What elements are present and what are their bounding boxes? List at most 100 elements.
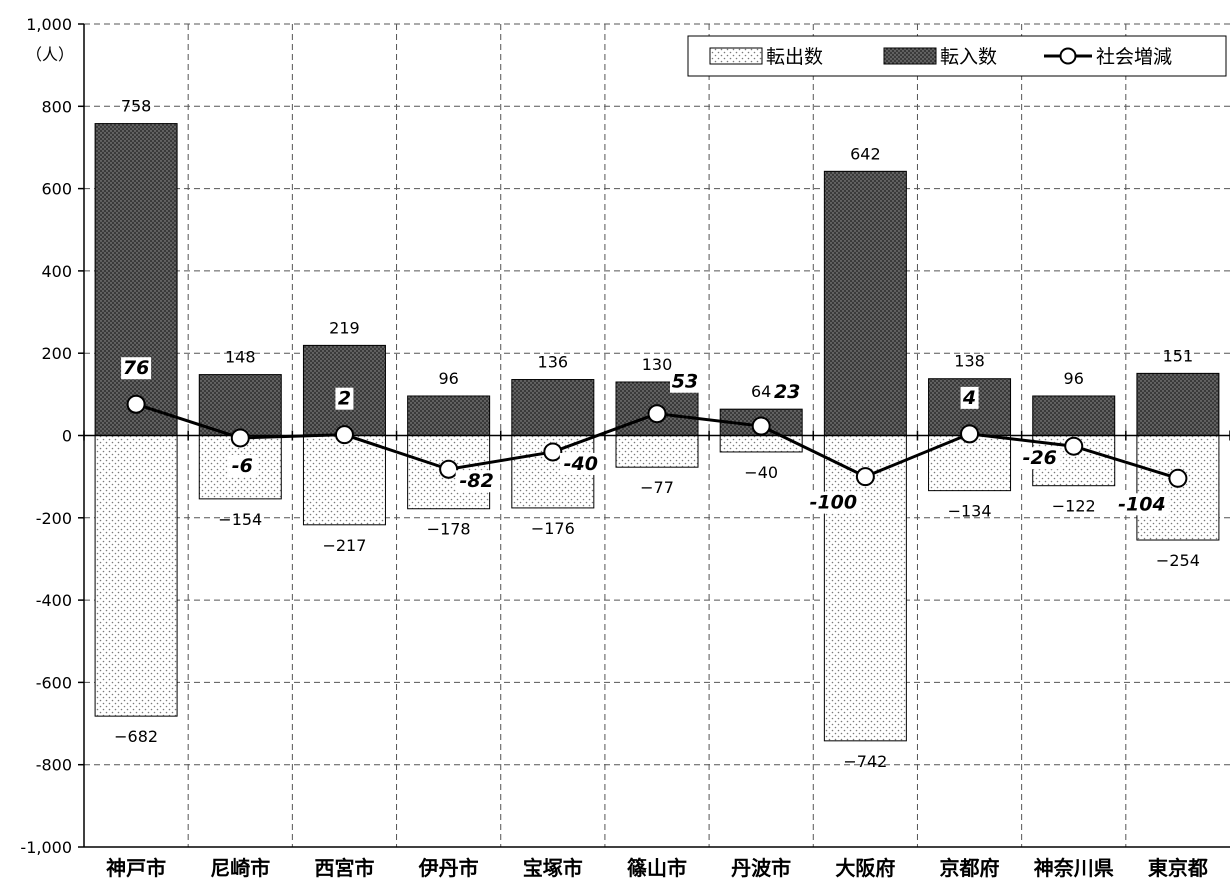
- bar-layer: [94, 123, 1220, 742]
- net-change-marker: [439, 459, 459, 479]
- net-label-bg: [1018, 447, 1061, 470]
- y-tick-label: 600: [41, 180, 72, 199]
- net-change-label: 4: [962, 387, 976, 409]
- outflow-value-label: −178: [427, 520, 471, 539]
- x-category-label: 篠山市: [627, 856, 687, 880]
- net-change-label: -40: [564, 453, 598, 475]
- y-unit-label: （人）: [26, 45, 74, 64]
- x-category-label: 尼崎市: [210, 856, 270, 880]
- bar-inflow: [407, 395, 491, 437]
- net-change-marker: [126, 394, 146, 414]
- x-category-label: 宝塚市: [523, 856, 583, 880]
- y-tick-label: -1,000: [20, 838, 72, 857]
- x-category-label: 大阪府: [835, 856, 895, 880]
- net-label-bg: [227, 454, 258, 477]
- y-tick-label: -600: [36, 673, 72, 692]
- legend-label-out: 転出数: [766, 46, 823, 68]
- x-category-label: 神戸市: [106, 856, 166, 880]
- legend-label-in: 転入数: [940, 46, 997, 68]
- net-change-marker: [960, 424, 980, 444]
- y-tick-label: 200: [41, 344, 72, 363]
- net-change-marker: [1168, 468, 1188, 488]
- bar-outflow: [823, 435, 907, 742]
- net-label-bg: [559, 452, 602, 475]
- net-label-bg: [772, 381, 803, 404]
- inflow-value-label: 219: [329, 318, 360, 337]
- net-label-bg: [335, 387, 354, 410]
- outflow-value-label: −40: [744, 463, 778, 482]
- bar-outflow: [302, 435, 386, 526]
- legend-marker: [1059, 47, 1077, 65]
- legend: 転出数 転入数 社会増減: [687, 35, 1227, 77]
- bar-outflow: [615, 435, 699, 468]
- bar-outflow: [94, 435, 178, 717]
- y-tick-label: -800: [36, 756, 72, 775]
- x-category-label: 京都府: [940, 856, 1000, 880]
- outflow-value-label: −682: [114, 727, 158, 746]
- outflow-value-label: −176: [531, 519, 575, 538]
- x-category-label: 神奈川県: [1034, 856, 1114, 880]
- x-category-label: 東京都: [1148, 856, 1208, 880]
- outflow-value-label: −254: [1156, 551, 1200, 570]
- legend-label-net: 社会増減: [1096, 46, 1172, 68]
- inflow-value-label: 96: [438, 369, 458, 388]
- net-label-bg: [960, 386, 979, 409]
- bar-inflow: [198, 374, 282, 436]
- outflow-value-label: −77: [640, 478, 674, 497]
- net-change-marker: [334, 425, 354, 445]
- axis-layer: -1,000 -800 -600 -400 -200 0 200 400 600 800 1,000…: [20, 15, 1230, 880]
- legend-box: [687, 35, 1227, 77]
- outflow-value-label: −742: [843, 752, 887, 771]
- outflow-value-label: −122: [1052, 497, 1096, 516]
- y-tick-label: 0: [62, 427, 72, 446]
- net-change-label: -82: [459, 470, 493, 492]
- net-change-marker: [230, 428, 250, 448]
- net-change-marker: [1064, 436, 1084, 456]
- inflow-value-label: 151: [1163, 346, 1194, 365]
- label-layer: 758 148 219 96 136 130 64 642 138 96 151 −682 −154 −2…: [114, 97, 1200, 771]
- net-change-marker: [855, 467, 875, 487]
- inflow-value-label: 642: [850, 144, 881, 163]
- net-change-label: -6: [232, 455, 253, 477]
- net-change-marker: [543, 442, 563, 462]
- y-tick-label: 400: [41, 262, 72, 281]
- y-tick-label: 1,000: [26, 15, 72, 34]
- net-label-bg: [670, 370, 700, 393]
- legend-swatch-out: [709, 47, 763, 65]
- x-category-label: 西宮市: [314, 856, 374, 880]
- bar-inflow: [1136, 372, 1220, 436]
- x-category-label: 丹波市: [731, 856, 791, 880]
- inflow-value-label: 758: [121, 97, 152, 116]
- net-change-marker: [751, 416, 771, 436]
- inflow-value-label: 130: [642, 355, 673, 374]
- net-change-label: 23: [774, 381, 800, 403]
- y-tick-label: -200: [36, 509, 72, 528]
- net-change-marker: [647, 404, 667, 424]
- inflow-value-label: 64: [751, 382, 771, 401]
- bar-inflow: [511, 379, 595, 437]
- y-tick-label: -400: [36, 591, 72, 610]
- bar-inflow: [94, 123, 178, 436]
- net-label-bg: [806, 491, 861, 514]
- inflow-value-label: 136: [538, 353, 569, 372]
- net-change-label: 2: [338, 388, 351, 410]
- outflow-value-label: −217: [322, 536, 366, 555]
- net-change-label: 53: [672, 371, 698, 393]
- legend-swatch-in: [883, 47, 937, 65]
- net-label-bg: [121, 357, 152, 380]
- inflow-value-label: 148: [225, 348, 256, 367]
- x-category-label: 伊丹市: [418, 856, 479, 880]
- outflow-value-label: −154: [218, 510, 262, 529]
- bar-outflow: [719, 435, 803, 453]
- inflow-value-label: 138: [954, 352, 985, 371]
- net-change-label: -100: [810, 492, 858, 514]
- line-layer: [126, 394, 1188, 488]
- bar-outflow: [928, 435, 1012, 492]
- outflow-value-label: −134: [948, 502, 992, 521]
- net-change-label: -104: [1118, 493, 1166, 515]
- net-label-bg: [1114, 493, 1169, 516]
- y-tick-label: 800: [41, 97, 72, 116]
- bar-inflow: [1032, 395, 1116, 437]
